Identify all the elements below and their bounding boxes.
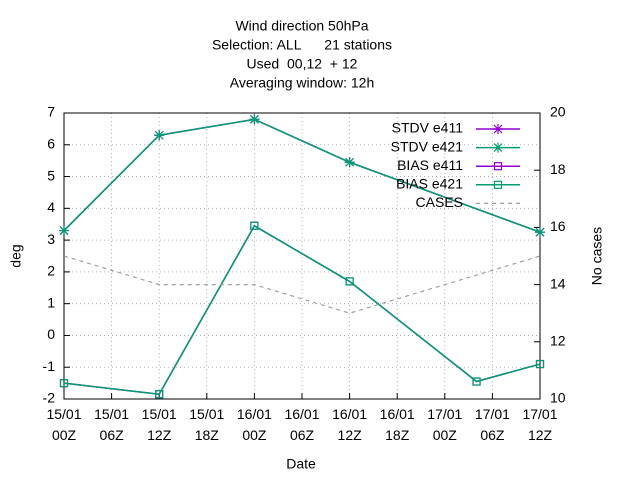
x-tick-label: 15/01 06Z xyxy=(94,406,129,443)
y-tick-label: -2 xyxy=(43,390,56,406)
x-tick-label: 15/01 18Z xyxy=(189,406,224,443)
point-marker xyxy=(472,377,481,386)
title-line: Selection: ALL 21 stations xyxy=(212,37,392,53)
point-marker xyxy=(155,390,164,399)
series-line xyxy=(63,224,541,396)
x-tick-label: 17/01 00Z xyxy=(427,406,462,443)
y2-tick-label: 12 xyxy=(550,333,566,349)
legend-label: BIAS e411 xyxy=(397,157,463,173)
y2-tick-label: 18 xyxy=(550,161,566,177)
x-tick-label: 17/01 12Z xyxy=(522,406,557,443)
y2-tick-label: 14 xyxy=(550,275,566,291)
point-marker xyxy=(249,114,260,125)
y-axis-label: deg xyxy=(8,244,24,267)
point-marker xyxy=(493,142,503,153)
y2-tick-label: 20 xyxy=(550,104,566,120)
point-marker xyxy=(345,277,354,286)
x-tick-label: 15/01 12Z xyxy=(142,406,177,443)
y-tick-label: 5 xyxy=(47,167,55,183)
point-marker xyxy=(493,124,503,134)
x-tick-label: 16/01 18Z xyxy=(380,406,415,443)
point-marker xyxy=(535,227,545,238)
y2-tick-label: 16 xyxy=(550,218,566,234)
point-marker xyxy=(250,221,259,230)
y-tick-label: 4 xyxy=(47,199,55,215)
x-tick-label: 16/01 06Z xyxy=(284,406,319,443)
y2-axis-label: No cases xyxy=(589,227,605,285)
y-tick-label: 7 xyxy=(47,104,55,120)
x-tick-label: 16/01 12Z xyxy=(332,406,367,443)
legend-label: BIAS e421 xyxy=(396,176,463,192)
title-line: Used 00,12 + 12 xyxy=(247,56,358,72)
title-line: Averaging window: 12h xyxy=(230,75,375,91)
point-marker xyxy=(59,379,69,388)
x-tick-label: 17/01 06Z xyxy=(475,406,510,443)
y2-tick-label: 10 xyxy=(550,390,566,406)
title-line: Wind direction 50hPa xyxy=(235,18,368,34)
x-axis-label: Date xyxy=(286,456,316,472)
point-marker xyxy=(493,162,503,171)
y-tick-label: 3 xyxy=(47,231,55,247)
legend-label: STDV e421 xyxy=(391,138,464,154)
x-tick-label: 15/01 00Z xyxy=(46,406,81,443)
point-marker xyxy=(154,130,165,141)
y-tick-label: 0 xyxy=(47,326,55,342)
legend-label: STDV e411 xyxy=(392,120,464,136)
point-marker xyxy=(535,359,545,369)
y-tick-label: 6 xyxy=(47,135,55,151)
legend-label: CASES xyxy=(416,194,463,210)
point-marker xyxy=(344,157,355,168)
y-tick-label: 1 xyxy=(47,294,55,310)
y-tick-label: 2 xyxy=(47,263,55,279)
y-tick-label: -1 xyxy=(43,358,56,374)
point-marker xyxy=(493,180,503,189)
series-line xyxy=(63,255,541,314)
x-tick-label: 16/01 00Z xyxy=(237,406,272,443)
point-marker xyxy=(59,225,69,236)
